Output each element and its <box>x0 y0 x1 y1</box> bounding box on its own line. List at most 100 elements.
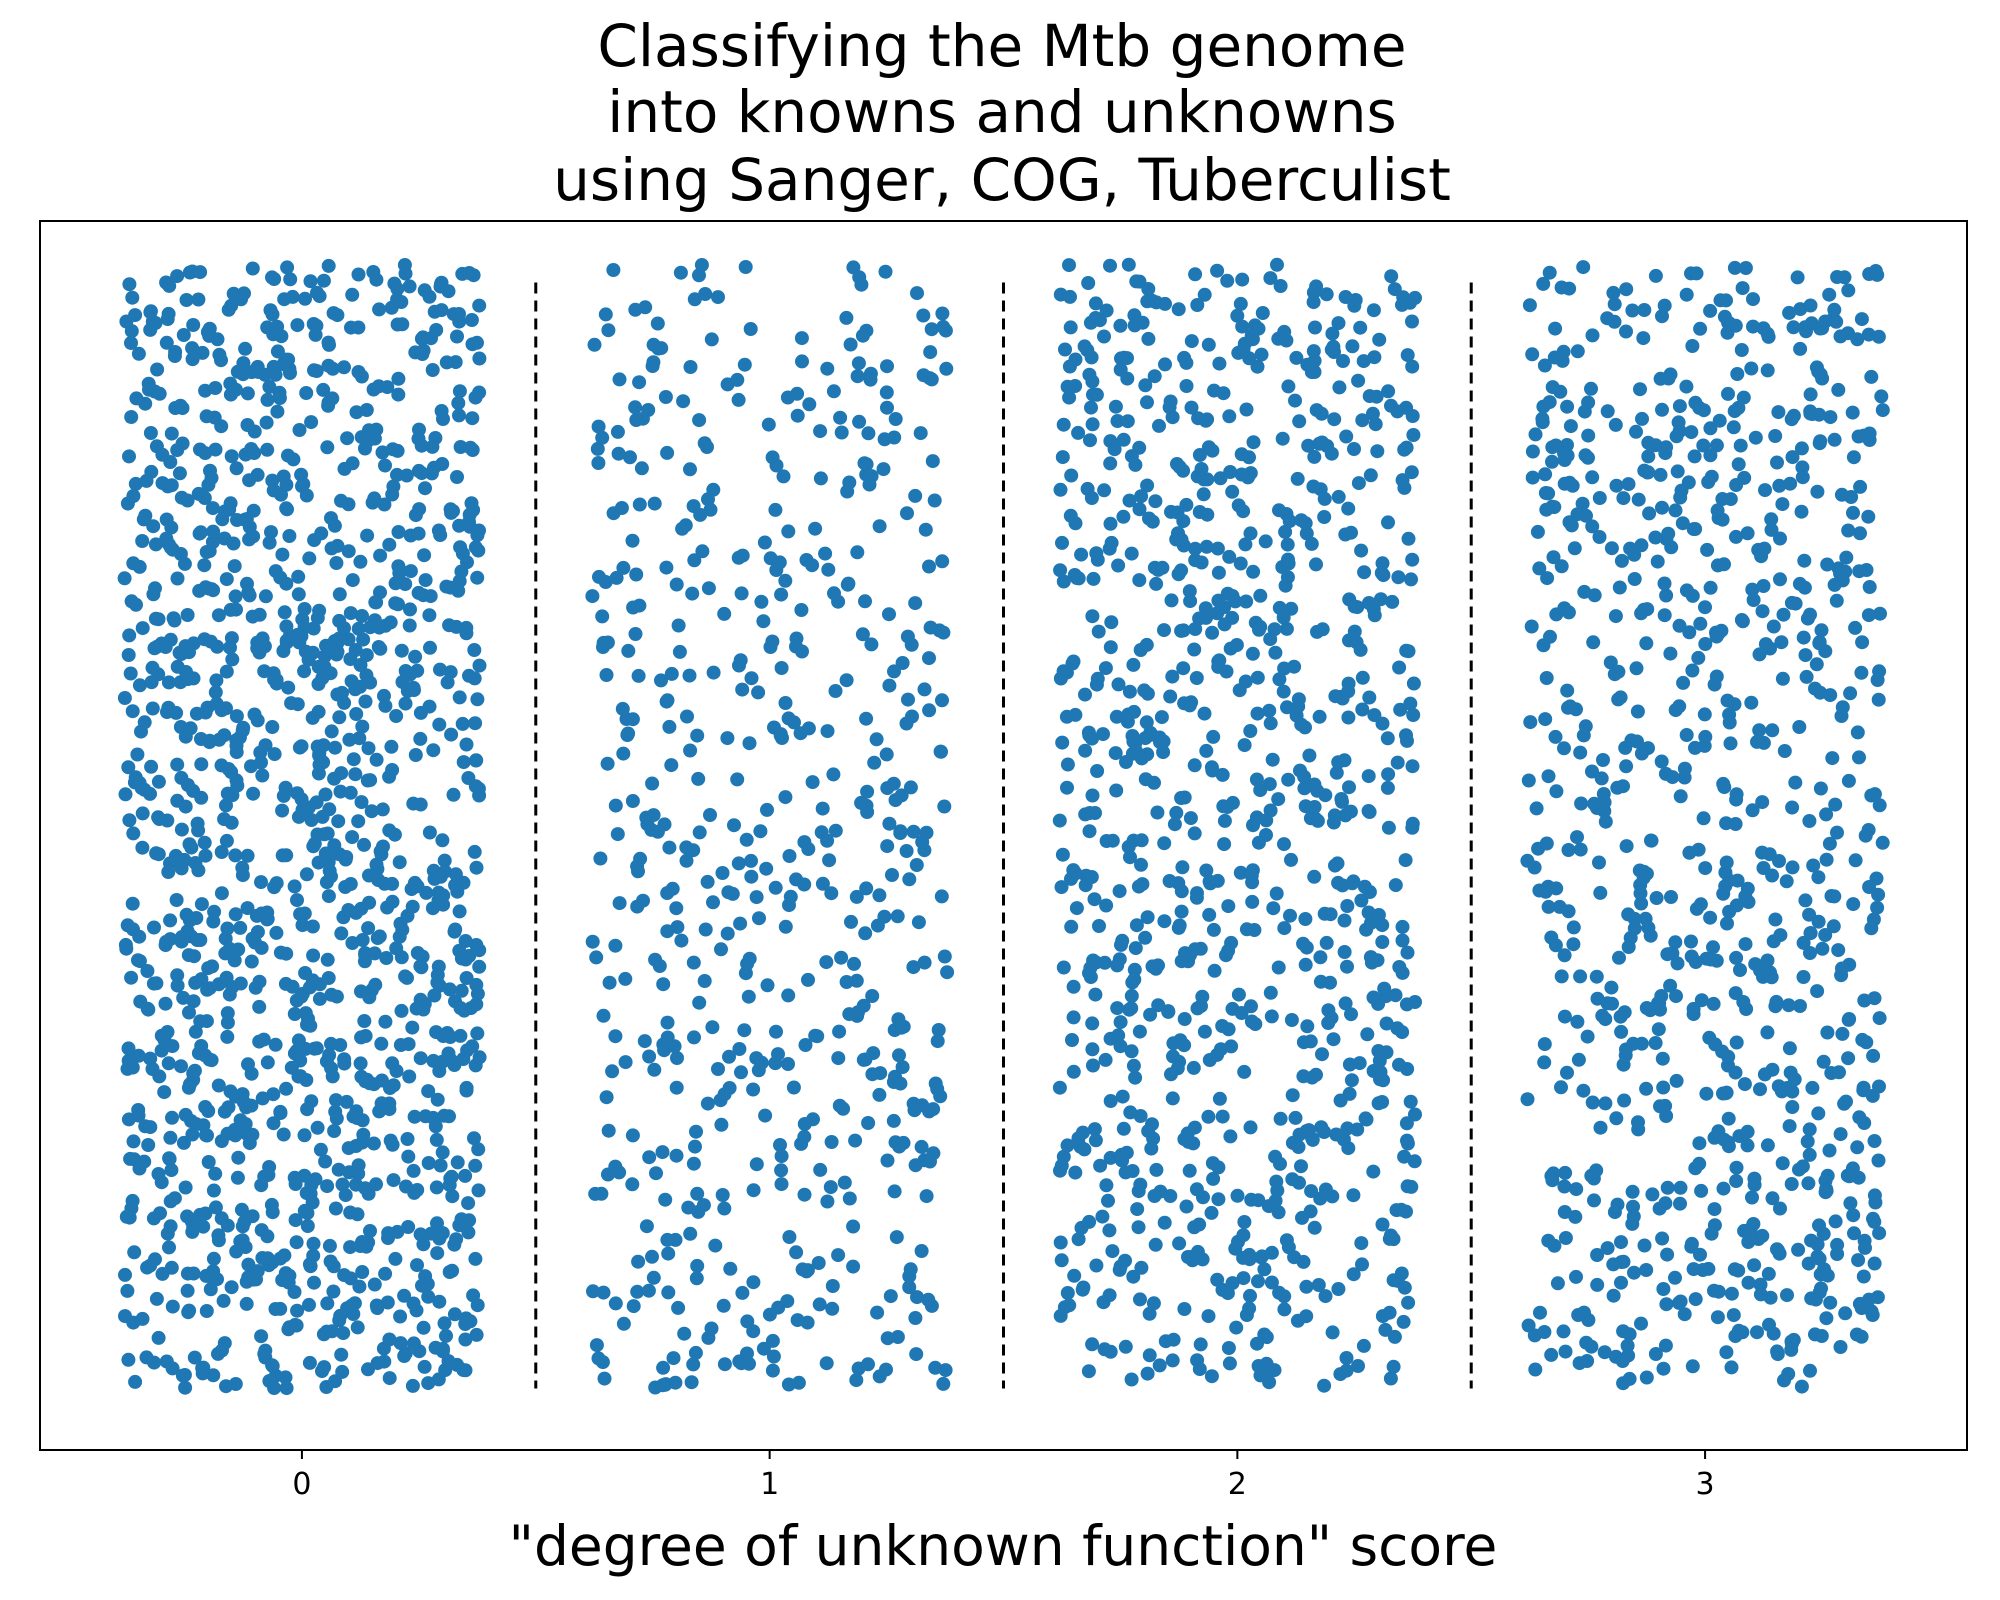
data-point-group-1 <box>721 885 736 900</box>
data-point-group-0 <box>400 1132 415 1146</box>
data-point-group-1 <box>621 726 636 741</box>
data-point-group-0 <box>180 493 195 508</box>
data-point-group-0 <box>331 1162 346 1177</box>
data-point-group-1 <box>683 1226 698 1241</box>
data-point-group-3 <box>1811 364 1826 379</box>
data-point-group-0 <box>131 346 146 361</box>
scatter-points <box>117 257 1890 1396</box>
data-point-group-0 <box>191 823 206 838</box>
data-point-group-2 <box>1390 755 1405 770</box>
data-point-group-0 <box>353 1056 368 1071</box>
data-point-group-2 <box>1147 1189 1162 1203</box>
data-point-group-2 <box>1252 622 1266 637</box>
data-point-group-0 <box>355 719 370 734</box>
data-point-group-0 <box>426 743 441 758</box>
data-point-group-1 <box>921 1292 936 1307</box>
data-point-group-1 <box>715 866 730 880</box>
data-point-group-1 <box>686 1357 701 1372</box>
data-point-group-0 <box>465 337 480 352</box>
data-point-group-0 <box>157 1085 172 1100</box>
data-point-group-0 <box>144 759 159 774</box>
data-point-group-2 <box>1138 731 1153 746</box>
data-point-group-0 <box>392 929 407 944</box>
data-point-group-3 <box>1775 1156 1790 1171</box>
data-point-group-3 <box>1641 741 1655 756</box>
data-point-group-3 <box>1533 1305 1547 1320</box>
data-point-group-2 <box>1312 709 1327 724</box>
data-point-group-2 <box>1298 912 1313 926</box>
data-point-group-2 <box>1285 1088 1300 1103</box>
data-point-group-2 <box>1082 966 1096 981</box>
data-point-group-0 <box>228 1128 243 1143</box>
data-point-group-3 <box>1669 989 1683 1004</box>
data-point-group-0 <box>445 1263 460 1278</box>
data-point-group-1 <box>590 441 605 456</box>
data-point-group-1 <box>585 589 600 604</box>
data-point-group-3 <box>1731 457 1746 472</box>
data-point-group-3 <box>1664 540 1679 555</box>
data-point-group-3 <box>1765 1191 1780 1206</box>
data-point-group-0 <box>418 481 432 496</box>
data-point-group-0 <box>139 473 154 488</box>
data-point-group-0 <box>469 938 484 952</box>
data-point-group-2 <box>1148 1237 1163 1252</box>
data-point-group-3 <box>1773 1201 1787 1216</box>
data-point-group-3 <box>1820 1268 1835 1283</box>
data-point-group-0 <box>414 466 429 481</box>
data-point-group-2 <box>1187 642 1202 657</box>
data-point-group-1 <box>916 368 931 383</box>
data-point-group-2 <box>1171 526 1185 541</box>
data-point-group-1 <box>618 1055 633 1070</box>
data-point-group-3 <box>1850 1140 1865 1155</box>
data-point-group-2 <box>1253 588 1268 603</box>
data-point-group-0 <box>406 1296 421 1311</box>
data-point-group-2 <box>1101 1193 1115 1208</box>
data-point-group-2 <box>1144 1141 1159 1156</box>
data-point-group-1 <box>882 678 897 693</box>
data-point-group-2 <box>1325 1189 1340 1204</box>
data-point-group-2 <box>1359 1112 1374 1127</box>
data-point-group-3 <box>1826 919 1841 934</box>
data-point-group-3 <box>1641 435 1656 450</box>
data-point-group-0 <box>382 1332 397 1347</box>
data-point-group-1 <box>635 411 650 426</box>
data-point-group-0 <box>235 1233 250 1248</box>
data-point-group-0 <box>146 976 161 991</box>
data-point-group-2 <box>1132 573 1147 588</box>
data-point-group-1 <box>870 918 885 933</box>
data-point-group-0 <box>297 602 312 616</box>
data-point-group-1 <box>768 1056 783 1071</box>
data-point-group-2 <box>1331 1282 1346 1296</box>
data-point-group-3 <box>1608 417 1623 432</box>
data-point-group-3 <box>1614 1235 1628 1250</box>
data-point-group-0 <box>244 759 258 774</box>
data-point-group-0 <box>316 382 331 397</box>
data-point-group-0 <box>225 788 240 803</box>
data-point-group-0 <box>459 971 474 985</box>
data-point-group-2 <box>1187 1220 1202 1235</box>
data-point-group-0 <box>165 1361 180 1376</box>
data-point-group-0 <box>442 618 457 633</box>
data-point-group-3 <box>1600 404 1615 419</box>
data-point-group-0 <box>188 975 203 990</box>
data-point-group-0 <box>351 320 366 335</box>
data-point-group-2 <box>1382 1305 1397 1320</box>
data-point-group-1 <box>646 1270 661 1285</box>
data-point-group-0 <box>303 274 318 289</box>
data-point-group-3 <box>1561 904 1576 919</box>
data-point-group-1 <box>825 1301 840 1316</box>
data-point-group-1 <box>774 1177 789 1192</box>
data-point-group-0 <box>458 1168 473 1183</box>
data-point-group-1 <box>733 653 748 668</box>
data-point-group-0 <box>163 913 178 928</box>
data-point-group-1 <box>689 1124 703 1139</box>
data-point-group-3 <box>1696 811 1711 826</box>
data-point-group-0 <box>382 1371 397 1386</box>
data-point-group-3 <box>1633 382 1647 397</box>
data-point-group-3 <box>1735 614 1750 629</box>
data-point-group-2 <box>1088 987 1103 1002</box>
data-point-group-3 <box>1815 941 1830 956</box>
data-point-group-2 <box>1357 565 1372 580</box>
data-point-group-2 <box>1315 435 1330 450</box>
